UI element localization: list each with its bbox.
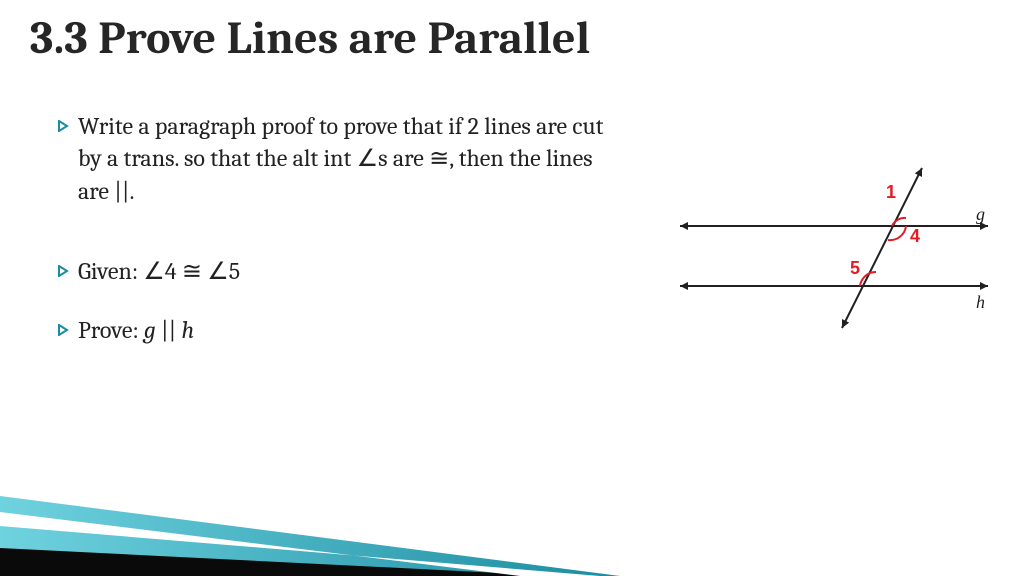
b2-a: 4	[165, 257, 182, 285]
svg-text:h: h	[976, 292, 985, 312]
angle-symbol: ∠	[143, 257, 165, 285]
bullet-icon	[58, 120, 78, 132]
bullet-3-text: Prove: g || h	[78, 314, 194, 346]
content-area: Write a paragraph proof to prove that if…	[58, 110, 618, 372]
svg-text:4: 4	[910, 226, 920, 246]
b3-h: h	[181, 316, 194, 344]
slide-title: 3.3 Prove Lines are Parallel	[30, 12, 590, 65]
bullet-1: Write a paragraph proof to prove that if…	[58, 110, 618, 207]
slide-decor	[0, 456, 1024, 576]
svg-text:1: 1	[886, 182, 896, 202]
bullet-1-text: Write a paragraph proof to prove that if…	[78, 110, 618, 207]
geometry-diagram: 1 4 5 g h	[674, 160, 994, 340]
b3-mid: ||	[156, 316, 182, 344]
bullet-2: Given: ∠4 ≅ ∠5	[58, 255, 618, 287]
bullet-3: Prove: g || h	[58, 314, 618, 346]
congruent-symbol: ≅	[182, 257, 202, 285]
bullet-icon	[58, 265, 78, 277]
svg-text:g: g	[976, 204, 985, 224]
angle-symbol: ∠	[357, 144, 379, 172]
congruent-symbol: ≅	[429, 144, 449, 172]
b2-c: 5	[229, 257, 240, 285]
b3-pre: Prove:	[78, 316, 144, 344]
b2-pre: Given:	[78, 257, 143, 285]
svg-text:5: 5	[850, 258, 860, 278]
b1-mid: s are	[378, 144, 429, 172]
b3-g: g	[144, 316, 156, 344]
bullet-icon	[58, 324, 78, 336]
angle-symbol: ∠	[207, 257, 229, 285]
bullet-2-text: Given: ∠4 ≅ ∠5	[78, 255, 240, 287]
